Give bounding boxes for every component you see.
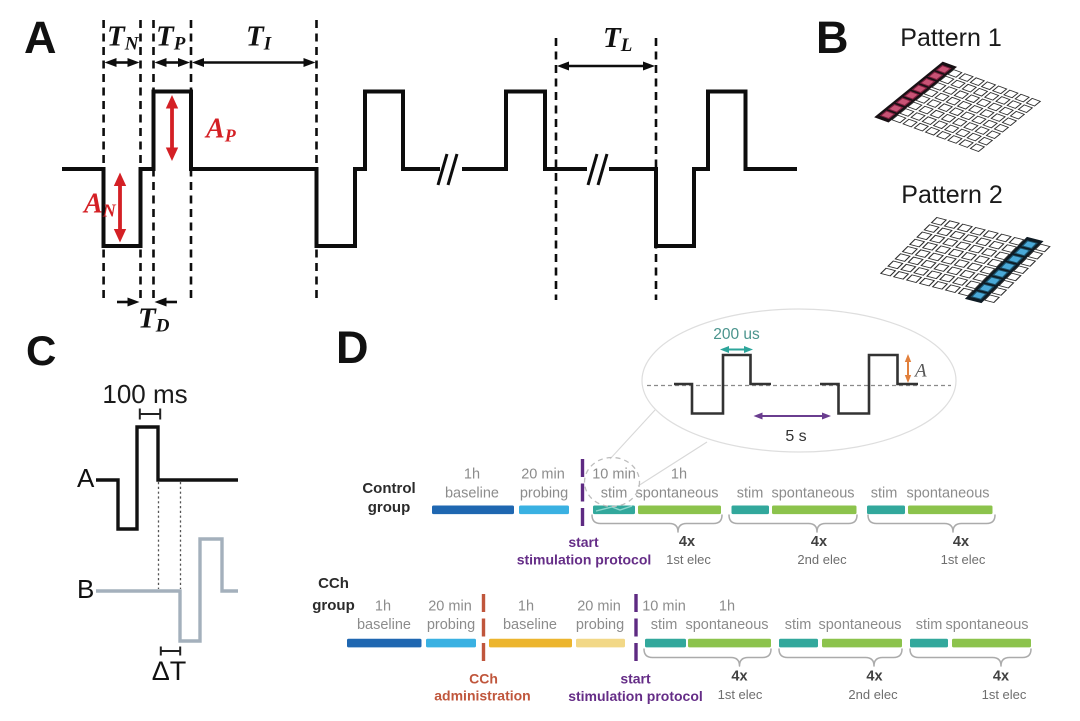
svg-text:stimulation protocol: stimulation protocol [517, 552, 652, 568]
svg-text:4x: 4x [731, 669, 747, 685]
svg-text:spontaneous: spontaneous [818, 617, 901, 633]
svg-text:TI: TI [246, 21, 272, 55]
svg-text:4x: 4x [993, 669, 1009, 685]
svg-text:B: B [816, 12, 849, 63]
svg-text:C: C [26, 327, 56, 374]
svg-text:10 min: 10 min [642, 599, 686, 615]
svg-text:stim: stim [601, 486, 628, 502]
svg-text:1st elec: 1st elec [718, 687, 763, 702]
svg-text:1h: 1h [671, 467, 687, 483]
svg-text:stim: stim [737, 486, 764, 502]
svg-text:1h: 1h [719, 599, 735, 615]
svg-text:TD: TD [138, 303, 170, 337]
svg-text:B: B [77, 574, 94, 604]
svg-text:stim: stim [916, 617, 943, 633]
svg-text:TN: TN [107, 21, 140, 55]
svg-text:20 min: 20 min [577, 599, 621, 615]
svg-text:stim: stim [871, 486, 898, 502]
svg-text:start: start [620, 671, 651, 687]
svg-text:baseline: baseline [357, 617, 411, 633]
svg-text:TP: TP [156, 21, 186, 55]
svg-text:baseline: baseline [503, 617, 557, 633]
svg-text:spontaneous: spontaneous [771, 486, 854, 502]
svg-text:2nd elec: 2nd elec [797, 552, 847, 567]
svg-text:4x: 4x [866, 669, 882, 685]
svg-text:group: group [312, 597, 355, 614]
svg-text:group: group [368, 499, 411, 516]
svg-text:TL: TL [603, 22, 632, 56]
svg-text:ΔT: ΔT [152, 656, 187, 686]
svg-text:1st elec: 1st elec [941, 552, 986, 567]
svg-text:1h: 1h [518, 599, 534, 615]
svg-text:200 us: 200 us [713, 326, 760, 343]
svg-text:spontaneous: spontaneous [635, 486, 718, 502]
svg-text:spontaneous: spontaneous [906, 486, 989, 502]
svg-text:spontaneous: spontaneous [685, 617, 768, 633]
svg-text:stim: stim [785, 617, 812, 633]
svg-text:5 s: 5 s [785, 428, 806, 445]
svg-text:probing: probing [520, 486, 568, 502]
svg-text:baseline: baseline [445, 486, 499, 502]
svg-text:1h: 1h [464, 467, 480, 483]
svg-text:stim: stim [651, 617, 678, 633]
svg-text:spontaneous: spontaneous [945, 617, 1028, 633]
svg-text:4x: 4x [811, 534, 827, 550]
svg-text:administration: administration [434, 688, 530, 704]
svg-text:stimulation protocol: stimulation protocol [568, 688, 703, 704]
svg-text:CCh: CCh [469, 671, 498, 687]
svg-text:probing: probing [576, 617, 624, 633]
svg-text:probing: probing [427, 617, 475, 633]
svg-text:4x: 4x [953, 534, 969, 550]
svg-text:100 ms: 100 ms [102, 379, 187, 409]
svg-text:Control: Control [362, 480, 415, 497]
svg-text:A: A [24, 12, 57, 63]
svg-text:D: D [336, 322, 369, 373]
svg-text:Pattern 2: Pattern 2 [901, 181, 1002, 209]
svg-text:Pattern 1: Pattern 1 [900, 24, 1001, 52]
svg-text:1st elec: 1st elec [666, 552, 711, 567]
svg-text:2nd elec: 2nd elec [848, 687, 898, 702]
svg-text:20 min: 20 min [428, 599, 472, 615]
svg-text:CCh: CCh [318, 575, 349, 592]
svg-text:A: A [77, 463, 95, 493]
svg-text:4x: 4x [679, 534, 695, 550]
svg-text:AP: AP [204, 114, 237, 146]
svg-text:20 min: 20 min [521, 467, 565, 483]
svg-text:1h: 1h [375, 599, 391, 615]
svg-text:A: A [913, 361, 927, 382]
svg-text:AN: AN [82, 189, 117, 221]
svg-text:10 min: 10 min [592, 467, 636, 483]
svg-text:start: start [568, 534, 599, 550]
svg-text:1st elec: 1st elec [982, 687, 1027, 702]
